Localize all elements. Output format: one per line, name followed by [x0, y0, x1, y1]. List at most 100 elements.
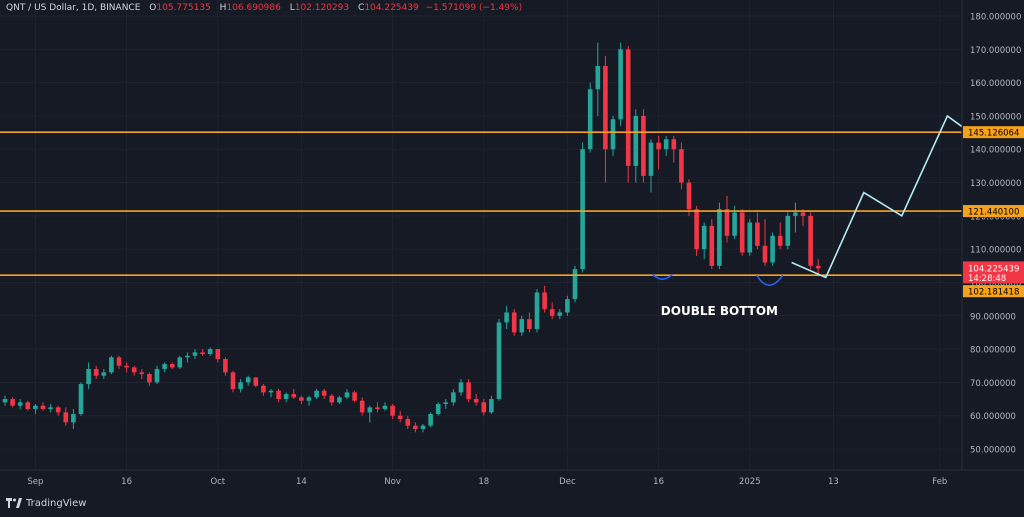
candle[interactable] [306, 395, 312, 406]
candle[interactable] [299, 395, 304, 405]
candle[interactable] [86, 362, 91, 390]
candle[interactable] [344, 389, 350, 400]
candle[interactable] [565, 295, 570, 316]
candle[interactable] [466, 379, 471, 403]
candle[interactable] [519, 315, 525, 336]
candle[interactable] [686, 179, 692, 216]
candle[interactable] [534, 289, 540, 333]
candle[interactable] [397, 410, 403, 423]
candle[interactable] [785, 212, 791, 250]
candle[interactable] [55, 405, 61, 416]
candle[interactable] [207, 347, 213, 356]
candle[interactable] [717, 202, 722, 270]
candle[interactable] [808, 212, 813, 270]
candle[interactable] [527, 312, 532, 333]
candle[interactable] [724, 195, 730, 243]
candle[interactable] [793, 202, 798, 233]
candle[interactable] [656, 135, 661, 170]
candle[interactable] [451, 389, 456, 406]
candle[interactable] [572, 265, 578, 303]
candle[interactable] [71, 409, 76, 430]
candle[interactable] [10, 397, 15, 408]
candle[interactable] [78, 382, 84, 416]
candle[interactable] [557, 309, 563, 320]
candle[interactable] [747, 219, 753, 256]
candle[interactable] [169, 362, 175, 370]
tradingview-branding[interactable]: TradingView [6, 495, 86, 511]
candle[interactable] [268, 389, 274, 398]
candle[interactable] [641, 109, 646, 183]
candle[interactable] [154, 365, 160, 385]
candle[interactable] [770, 232, 775, 266]
candle[interactable] [314, 389, 319, 400]
candle[interactable] [17, 399, 23, 410]
candle[interactable] [671, 135, 677, 163]
candle[interactable] [245, 375, 251, 386]
level-price-tag[interactable]: 121.440100 [963, 205, 1024, 218]
candle[interactable] [48, 404, 53, 413]
candle[interactable] [679, 142, 684, 190]
candle[interactable] [580, 142, 585, 273]
candle[interactable] [701, 222, 707, 260]
candle[interactable] [33, 404, 38, 415]
level-price-tag[interactable]: 102.181418 [963, 285, 1024, 298]
candle[interactable] [63, 407, 69, 426]
candle[interactable] [162, 362, 167, 373]
level-price-tag[interactable]: 145.126064 [963, 126, 1024, 139]
candle[interactable] [405, 415, 411, 430]
candle[interactable] [648, 139, 654, 193]
candle[interactable] [238, 379, 243, 393]
candle[interactable] [603, 55, 608, 183]
candle[interactable] [329, 394, 335, 406]
candle[interactable] [116, 355, 122, 370]
candle[interactable] [739, 209, 745, 256]
candle[interactable] [777, 222, 783, 250]
candle[interactable] [223, 357, 228, 376]
candle[interactable] [359, 397, 365, 416]
candle[interactable] [367, 405, 373, 423]
candle[interactable] [420, 424, 426, 433]
candle[interactable] [815, 259, 821, 276]
candle[interactable] [291, 389, 297, 400]
candle[interactable] [93, 365, 99, 380]
candle[interactable] [230, 370, 236, 393]
candle[interactable] [595, 42, 601, 116]
candle[interactable] [139, 369, 145, 380]
candle[interactable] [25, 400, 31, 411]
candle[interactable] [587, 82, 593, 153]
candle[interactable] [663, 135, 669, 156]
candle[interactable] [458, 379, 464, 396]
candle[interactable] [215, 349, 221, 363]
candle[interactable] [390, 404, 395, 420]
candle[interactable] [443, 399, 449, 410]
candle[interactable] [413, 422, 418, 433]
candle[interactable] [755, 212, 760, 250]
symbol-title[interactable]: QNT / US Dollar, 1D, BINANCE [6, 3, 141, 13]
candle[interactable] [504, 305, 509, 330]
candle[interactable] [192, 349, 198, 360]
candle[interactable] [435, 402, 441, 416]
candle[interactable] [633, 109, 639, 183]
candle[interactable] [618, 42, 623, 126]
candle[interactable] [185, 352, 190, 363]
candle[interactable] [109, 355, 114, 375]
candle[interactable] [800, 209, 806, 226]
candle[interactable] [124, 362, 129, 373]
candle[interactable] [147, 372, 152, 386]
candle[interactable] [375, 402, 380, 413]
candle[interactable] [610, 115, 616, 156]
candle[interactable] [283, 392, 289, 403]
candle[interactable] [253, 377, 259, 388]
candle[interactable] [40, 402, 46, 411]
candle[interactable] [428, 412, 433, 428]
candle[interactable] [382, 402, 388, 411]
candle[interactable] [542, 285, 547, 313]
candle[interactable] [694, 205, 699, 256]
candle[interactable] [489, 395, 494, 415]
candle[interactable] [496, 319, 502, 401]
candle[interactable] [481, 399, 487, 416]
candle[interactable] [261, 384, 266, 396]
candle[interactable] [337, 395, 342, 405]
